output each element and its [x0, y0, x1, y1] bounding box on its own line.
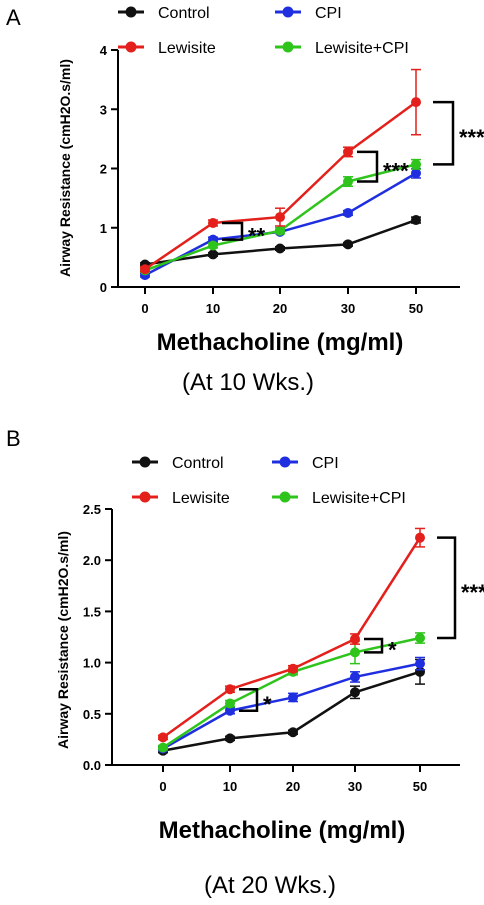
- x-tick-label: 30: [348, 779, 362, 794]
- y-tick-label: 4: [100, 43, 108, 58]
- series-control: [158, 658, 425, 756]
- data-point-lewisite-cpi: [411, 159, 421, 170]
- panel-letter: A: [6, 5, 21, 30]
- y-tick-label: 1.0: [83, 656, 101, 671]
- legend-label: Lewisite+CPI: [315, 40, 409, 57]
- legend-marker-lewisite: [139, 491, 151, 503]
- chart-panel-b: B Control CPI Lewisite Lewisite+CPI 0.0 0.5 1.0…: [6, 426, 484, 899]
- x-tick-label: 30: [341, 301, 355, 316]
- data-point-lewisite: [350, 634, 360, 645]
- data-point-control: [225, 733, 235, 744]
- series-control: [140, 215, 421, 270]
- data-point-lewisite: [288, 663, 298, 674]
- legend-marker-control: [139, 456, 151, 468]
- data-point-lewisite-cpi: [158, 742, 168, 753]
- data-point-lewisite: [140, 264, 150, 275]
- data-point-lewisite: [343, 146, 353, 157]
- y-tick-label: 0.0: [83, 758, 101, 773]
- y-tick-label: 1: [100, 221, 107, 236]
- data-point-control: [275, 243, 285, 254]
- y-axis-title: Airway Resistance (cmH2O.s/ml): [55, 531, 71, 749]
- legend-marker-lewisite-cpi: [279, 491, 291, 503]
- legend-marker-control: [125, 6, 137, 18]
- data-point-lewisite-cpi: [350, 647, 360, 658]
- significance-label: ***: [461, 580, 484, 605]
- data-point-lewisite-cpi: [225, 698, 235, 709]
- y-tick-label: 2.0: [83, 553, 101, 568]
- legend-label: Control: [172, 455, 224, 472]
- y-tick-label: 3: [100, 102, 107, 117]
- legend-label: Lewisite: [172, 490, 230, 507]
- x-tick-label: 20: [286, 779, 300, 794]
- significance-bracket: [222, 221, 244, 241]
- y-tick-label: 0: [100, 280, 107, 295]
- significance-bracket: [239, 687, 259, 712]
- data-point-lewisite: [415, 532, 425, 543]
- data-point-cpi: [288, 692, 298, 703]
- data-point-cpi: [343, 207, 353, 218]
- significance-label: ***: [383, 159, 409, 184]
- data-point-control: [288, 727, 298, 738]
- x-axis-title: Methacholine (mg/ml): [159, 817, 406, 844]
- data-point-control: [411, 215, 421, 226]
- data-point-lewisite: [158, 732, 168, 743]
- data-point-lewisite: [411, 97, 421, 108]
- series-line-control: [162, 670, 421, 752]
- data-point-control: [350, 687, 360, 698]
- significance-label: **: [248, 223, 266, 248]
- significance-bracket: [357, 150, 379, 183]
- data-point-cpi: [350, 671, 360, 682]
- x-tick-label: 0: [141, 301, 148, 316]
- data-point-cpi: [225, 705, 235, 716]
- legend-label: Lewisite: [158, 40, 216, 57]
- x-tick-label: 50: [409, 301, 423, 316]
- x-tick-label: 50: [413, 779, 427, 794]
- data-point-cpi: [415, 658, 425, 669]
- x-tick-label: 10: [223, 779, 237, 794]
- legend-label: Lewisite+CPI: [312, 490, 406, 507]
- legend-marker-lewisite: [125, 41, 137, 53]
- data-point-control: [208, 249, 218, 260]
- x-tick-label: 0: [159, 779, 166, 794]
- chart-panel-a: A Control CPI Lewisite Lewisite+CPI 0 1 2 3 4 0 10 2…: [6, 5, 484, 396]
- data-point-lewisite-cpi: [415, 633, 425, 644]
- data-point-control: [343, 239, 353, 250]
- data-point-lewisite-cpi: [208, 240, 218, 251]
- legend-marker-cpi: [282, 6, 294, 18]
- y-tick-label: 0.5: [83, 707, 101, 722]
- data-point-lewisite: [225, 684, 235, 695]
- significance-bracket: [364, 637, 384, 654]
- legend-marker-cpi: [279, 456, 291, 468]
- data-point-lewisite: [208, 218, 218, 229]
- legend-marker-lewisite-cpi: [282, 41, 294, 53]
- data-point-lewisite: [275, 212, 285, 223]
- significance-label: ***: [459, 125, 484, 150]
- x-tick-label: 20: [273, 301, 287, 316]
- y-axis-title: Airway Resistance (cmH2O.s/ml): [57, 59, 73, 277]
- y-tick-label: 2: [100, 162, 107, 177]
- panel-caption: (At 20 Wks.): [204, 872, 336, 899]
- y-tick-label: 1.5: [83, 604, 101, 619]
- panel-letter: B: [6, 426, 21, 451]
- legend-label: Control: [158, 5, 210, 22]
- legend-label: CPI: [315, 5, 342, 22]
- x-tick-label: 10: [206, 301, 220, 316]
- legend-label: CPI: [312, 455, 339, 472]
- data-point-lewisite-cpi: [275, 225, 285, 236]
- significance-bracket: [433, 100, 455, 166]
- series-lewisite: [140, 68, 421, 275]
- series-lewisite: [158, 527, 425, 743]
- series-line-lewisite: [162, 536, 422, 739]
- y-tick-label: 2.5: [83, 502, 101, 517]
- data-point-lewisite-cpi: [343, 176, 353, 187]
- significance-label: *: [388, 638, 397, 663]
- x-axis-title: Methacholine (mg/ml): [157, 329, 404, 356]
- significance-label: *: [263, 692, 272, 717]
- data-point-cpi: [411, 168, 421, 179]
- significance-bracket: [437, 536, 457, 640]
- panel-caption: (At 10 Wks.): [182, 369, 314, 396]
